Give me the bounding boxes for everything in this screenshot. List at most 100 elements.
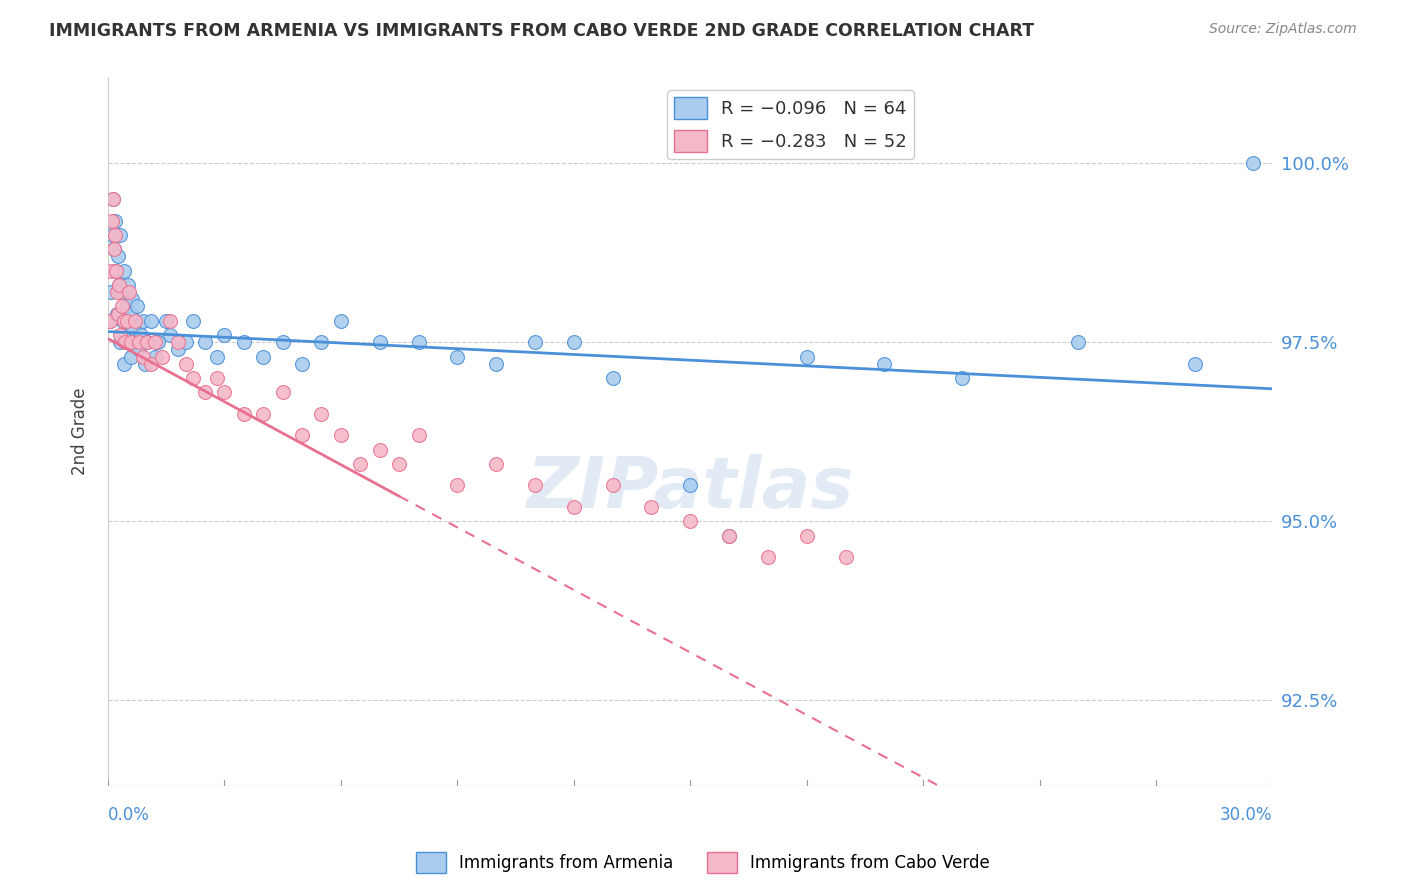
Point <box>718 528 741 542</box>
Point <box>135 335 157 350</box>
Point <box>232 407 254 421</box>
Point <box>115 300 138 314</box>
Point <box>103 242 125 256</box>
Point <box>148 335 170 350</box>
Point <box>271 385 294 400</box>
Point <box>1241 156 1264 170</box>
Point <box>562 335 585 350</box>
Point <box>329 314 352 328</box>
Point <box>311 335 333 350</box>
Point <box>174 335 197 350</box>
Point <box>114 314 136 328</box>
Point <box>602 478 624 492</box>
Point <box>139 314 162 328</box>
Point <box>183 314 205 328</box>
Point <box>108 335 131 350</box>
Point <box>349 457 371 471</box>
Point <box>139 357 162 371</box>
Point <box>205 350 228 364</box>
Point <box>485 457 508 471</box>
Point <box>104 263 127 277</box>
Point <box>108 328 131 343</box>
Point <box>143 350 166 364</box>
Point <box>118 285 141 300</box>
Point <box>329 428 352 442</box>
Text: 30.0%: 30.0% <box>1220 806 1272 824</box>
Point <box>408 335 430 350</box>
Point <box>120 350 142 364</box>
Point <box>446 478 468 492</box>
Point <box>174 357 197 371</box>
Point <box>291 428 314 442</box>
Point <box>602 371 624 385</box>
Point <box>108 278 131 293</box>
Point <box>101 227 124 242</box>
Point <box>101 192 124 206</box>
Legend: R = −0.096   N = 64, R = −0.283   N = 52: R = −0.096 N = 64, R = −0.283 N = 52 <box>666 90 914 160</box>
Point <box>159 314 181 328</box>
Point <box>101 192 124 206</box>
Point <box>796 350 818 364</box>
Point <box>134 357 156 371</box>
Point <box>117 335 139 350</box>
Point <box>101 213 124 227</box>
Point <box>1067 335 1090 350</box>
Point <box>117 278 139 293</box>
Legend: Immigrants from Armenia, Immigrants from Cabo Verde: Immigrants from Armenia, Immigrants from… <box>409 846 997 880</box>
Point <box>135 335 157 350</box>
Point <box>155 314 177 328</box>
Text: ZIPatlas: ZIPatlas <box>527 454 853 523</box>
Point <box>950 371 973 385</box>
Point <box>121 293 143 307</box>
Point <box>98 314 121 328</box>
Point <box>103 242 125 256</box>
Point <box>110 300 132 314</box>
Point <box>122 321 145 335</box>
Point <box>112 263 135 277</box>
Point <box>291 357 314 371</box>
Text: 0.0%: 0.0% <box>108 806 150 824</box>
Point <box>756 549 779 564</box>
Point <box>167 335 190 350</box>
Point <box>107 307 129 321</box>
Point <box>252 407 274 421</box>
Point <box>129 328 152 343</box>
Point <box>194 385 217 400</box>
Point <box>873 357 896 371</box>
Point <box>105 285 128 300</box>
Point <box>640 500 662 514</box>
Point <box>159 328 181 343</box>
Point <box>796 528 818 542</box>
Point <box>679 514 702 528</box>
Point <box>271 335 294 350</box>
Point <box>114 335 136 350</box>
Point <box>104 227 127 242</box>
Point <box>100 263 122 277</box>
Text: Source: ZipAtlas.com: Source: ZipAtlas.com <box>1209 22 1357 37</box>
Point <box>112 357 135 371</box>
Point <box>124 314 146 328</box>
Point <box>120 335 142 350</box>
Point <box>150 350 173 364</box>
Point <box>117 314 139 328</box>
Point <box>118 328 141 343</box>
Point <box>408 428 430 442</box>
Point <box>108 278 131 293</box>
Point <box>107 249 129 263</box>
Point <box>110 227 132 242</box>
Point <box>110 285 132 300</box>
Point <box>128 335 150 350</box>
Point <box>214 328 236 343</box>
Point <box>124 335 146 350</box>
Point <box>132 350 155 364</box>
Point <box>679 478 702 492</box>
Point <box>1184 357 1206 371</box>
Point <box>718 528 741 542</box>
Point <box>214 385 236 400</box>
Point <box>132 314 155 328</box>
Point <box>368 442 391 457</box>
Point <box>104 263 127 277</box>
Point <box>205 371 228 385</box>
Point <box>143 335 166 350</box>
Point <box>252 350 274 364</box>
